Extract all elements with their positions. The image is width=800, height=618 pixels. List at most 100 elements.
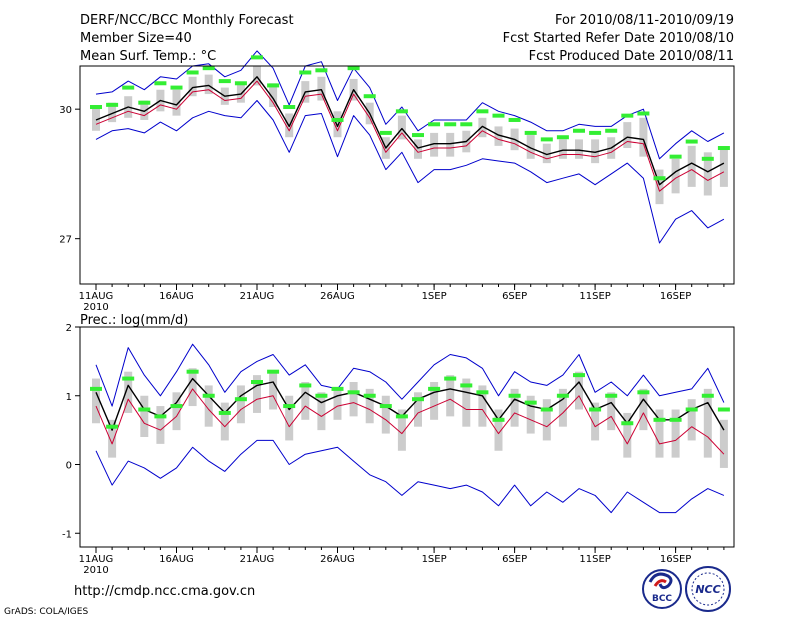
temp-xtick-label-4: 1SEP	[422, 291, 447, 302]
refer-date: Fcst Started Refer Date 2010/08/10	[503, 31, 734, 46]
prec-obs-day-11	[251, 380, 263, 384]
temp-obs-day-2	[106, 102, 119, 107]
prec-mean-line	[95, 377, 725, 431]
temp-max-line	[95, 50, 725, 160]
temp-obs-day-33	[605, 128, 618, 133]
temp-mean-line	[95, 76, 725, 186]
prec-obs-day-12	[267, 369, 280, 374]
temp-box-day-2	[108, 102, 117, 123]
prec-obs-day-34	[621, 421, 634, 426]
prec-box-day-23	[446, 375, 455, 417]
temp-obs-day-37	[669, 154, 682, 159]
temp-obs-day-14	[299, 70, 312, 75]
prec-box-day-5	[156, 406, 165, 444]
prec-box-day-2	[108, 419, 117, 458]
prec-obs-day-33	[605, 393, 618, 398]
prec-box-day-39	[703, 388, 712, 458]
prec-obs-day-27	[508, 393, 521, 398]
temp-obs-day-18	[363, 94, 376, 99]
temp-obs-day-25	[476, 109, 489, 114]
prec-obs-day-37	[669, 417, 682, 422]
prec-box-day-10	[236, 385, 245, 424]
temp-box-day-36	[655, 169, 664, 205]
prec-ytick-label-0: -1	[62, 529, 72, 540]
prec-box-day-22	[430, 382, 439, 420]
temperature-lines	[95, 50, 725, 244]
prec-obs-day-16	[331, 386, 344, 391]
prec-box-day-11	[253, 375, 261, 413]
prec-box-day-40	[719, 419, 728, 468]
prec-max-line	[95, 343, 725, 407]
temp-box-day-29	[542, 143, 551, 164]
temp-obs-day-26	[492, 113, 505, 118]
prec-obs-day-7	[186, 369, 199, 374]
temp-obs-day-29	[540, 137, 553, 142]
prec-xtick-label-5: 6SEP	[502, 554, 527, 565]
temp-box-day-12	[269, 83, 278, 108]
temp-obs-day-10	[234, 81, 247, 86]
prec-xtick-label-4: 1SEP	[422, 554, 447, 565]
prec-ytick-label-2: 1	[66, 392, 72, 403]
prec-obs-day-36	[653, 417, 666, 422]
precip-panel: -1 0 1 2 11AUG 16AUG 21AUG 26AUG 1SEP 6SEP 11SEP 16…	[62, 323, 735, 576]
temp-obs-day-34	[621, 113, 634, 118]
prec-box-day-36	[655, 409, 664, 458]
prec-xtick-label-0: 11AUG	[79, 554, 114, 565]
prec-obs-day-9	[218, 410, 231, 415]
temp-obs-day-40	[717, 146, 730, 151]
prec-obs-day-3	[122, 376, 135, 381]
temp-box-day-23	[446, 132, 455, 157]
prec-box-day-8	[204, 385, 213, 427]
temp-box-day-22	[430, 132, 439, 157]
temp-x-year-label: 2010	[83, 302, 108, 313]
prec-min-line	[95, 439, 725, 514]
bcc-logo-text: BCC	[652, 594, 672, 604]
prec-box-day-12	[269, 371, 278, 410]
prec-obs-day-35	[637, 390, 650, 395]
prec-obs-day-19	[379, 404, 392, 409]
prec-obs-day-14	[299, 383, 312, 388]
prec-ytick-label-1: 0	[66, 461, 72, 472]
prec-xtick-label-6: 11SEP	[579, 554, 610, 565]
temp-obs-day-12	[267, 83, 280, 88]
prec-box-day-21	[414, 392, 422, 427]
ncc-logo-inner-ring	[691, 572, 725, 606]
temp-obs-day-8	[202, 66, 215, 71]
temp-box-day-1	[92, 107, 100, 131]
precip-boxes	[92, 368, 728, 468]
prec-box-day-29	[542, 399, 551, 441]
prec-obs-day-26	[492, 417, 505, 422]
temp-obs-day-21	[412, 133, 424, 138]
prec-ytick-label-3: 2	[66, 323, 72, 334]
prec-obs-day-23	[444, 376, 457, 381]
temp-box-day-38	[687, 145, 696, 187]
prec-xtick-label-2: 21AUG	[240, 554, 275, 565]
prec-box-day-13	[285, 395, 294, 441]
temp-obs-day-15	[315, 68, 328, 73]
temp-obs-day-31	[573, 128, 585, 133]
prec-box-day-26	[494, 409, 503, 451]
temp-box-day-26	[494, 126, 503, 146]
prec-obs-day-28	[524, 400, 537, 405]
variable-label: Mean Surf. Temp.: °C	[80, 49, 216, 64]
prec-box-day-30	[558, 388, 567, 427]
temp-xtick-label-3: 26AUG	[320, 291, 355, 302]
temp-obs-day-23	[444, 122, 457, 127]
prec-box-day-31	[575, 371, 583, 410]
ncc-logo: NCC	[685, 566, 731, 612]
temp-obs-day-30	[556, 135, 569, 140]
produced-date: Fcst Produced Date 2010/08/11	[529, 49, 734, 64]
footer-url[interactable]: http://cmdp.ncc.cma.gov.cn	[74, 584, 255, 599]
forecast-period: For 2010/08/11-2010/09/19	[555, 13, 734, 28]
temp-obs-day-16	[331, 117, 344, 122]
prec-box-day-35	[639, 388, 648, 431]
temp-box-day-40	[719, 148, 728, 187]
prec-box-day-37	[671, 409, 680, 458]
prec-box-day-19	[381, 395, 390, 434]
prec-box-day-27	[510, 388, 519, 427]
temp-obs-day-28	[524, 130, 537, 135]
prec-obs-day-5	[154, 414, 167, 419]
prec-box-day-14	[301, 382, 310, 420]
temp-box-day-11	[253, 66, 261, 86]
prec-xtick-label-3: 26AUG	[320, 554, 355, 565]
